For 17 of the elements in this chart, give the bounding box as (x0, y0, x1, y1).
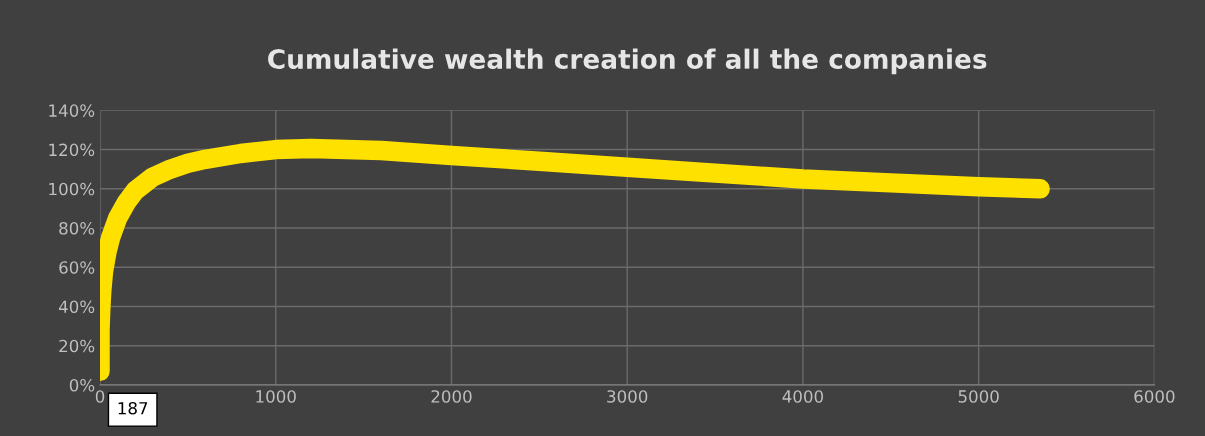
y-tick-label: 0% (69, 378, 95, 392)
x-tick-label: 6000 (1134, 390, 1175, 403)
y-tick-label: 80% (59, 221, 95, 235)
y-tick-label: 60% (59, 261, 95, 274)
y-tick-label: 20% (59, 339, 95, 353)
x-tick-label: 1000 (256, 390, 296, 403)
x-tick-label: 0 (95, 390, 105, 403)
y-tick-label: 40% (58, 300, 95, 314)
text: 187 (118, 401, 148, 415)
y-tick-label: 120% (49, 143, 95, 157)
x-tick-label: 3000 (607, 390, 648, 403)
x-tick-label: 4000 (782, 390, 824, 403)
y-tick-label: 100% (49, 182, 95, 196)
x-tick-label: 5000 (958, 390, 999, 403)
x-tick-label: 2000 (431, 390, 472, 403)
chart-title: Cumulative wealth creation of all the companies (268, 48, 987, 75)
y-tick-label: 140% (49, 104, 95, 117)
